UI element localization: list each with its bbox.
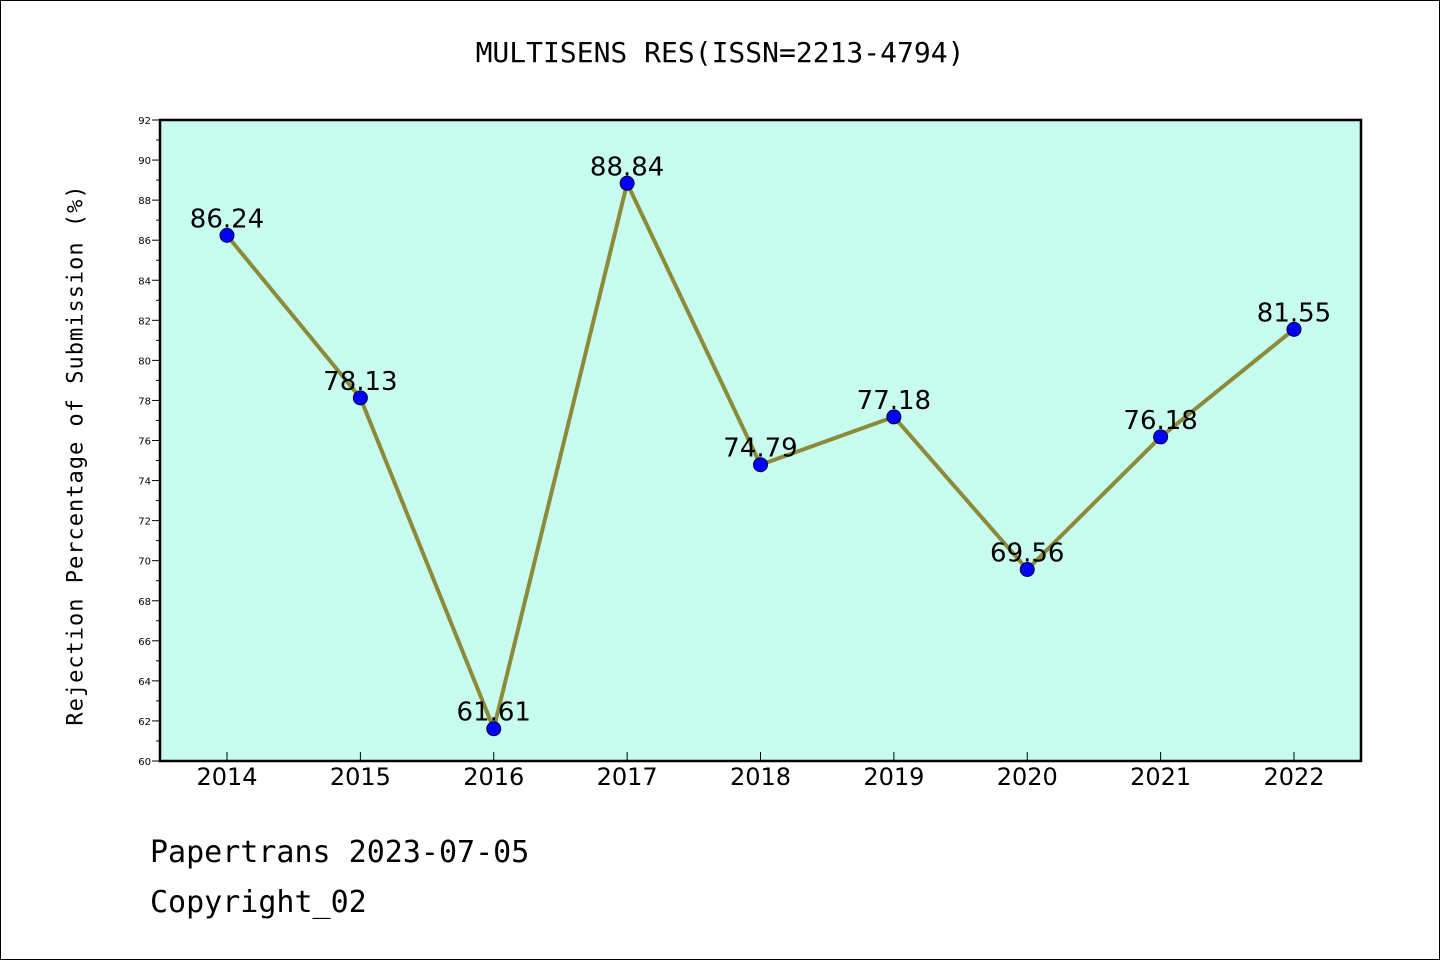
data-label: 61.61 (457, 698, 531, 728)
data-point (619, 175, 635, 191)
x-tick-label: 2017 (597, 763, 658, 791)
y-tick-label: 66 (138, 637, 151, 648)
data-label: 81.55 (1257, 298, 1331, 328)
x-tick-label: 2022 (1263, 763, 1324, 791)
x-axis: 2014 2015 2016 2017 2018 2019 2020 2021 2022 (196, 752, 1325, 791)
y-tick-label: 84 (138, 276, 151, 287)
y-tick-label: 62 (138, 717, 151, 728)
y-tick-label: 76 (138, 437, 151, 448)
x-tick-label: 2018 (730, 763, 791, 791)
y-axis: 60 62 64 66 68 70 72 74 76 78 80 82 84 86 88 90 92 (138, 116, 160, 768)
data-point (352, 390, 368, 406)
chart-title: MULTISENS RES(ISSN=2213-4794) (475, 36, 965, 69)
y-tick-label: 88 (138, 196, 151, 207)
x-tick-label: 2019 (863, 763, 924, 791)
y-tick-label: 64 (138, 677, 151, 688)
data-label: 88.84 (590, 152, 664, 182)
y-tick-label: 70 (138, 557, 151, 568)
x-tick-label: 2016 (463, 763, 524, 791)
data-point (753, 457, 768, 473)
y-tick-label: 80 (138, 356, 151, 367)
y-tick-label: 72 (138, 517, 151, 528)
data-labels: 86.24 78.13 61.61 88.84 74.79 77.18 69.56 76.18… (190, 152, 1331, 727)
data-label: 86.24 (190, 204, 264, 234)
y-tick-label: 82 (138, 316, 151, 327)
plot-border (158, 118, 1363, 763)
footer-copyright: Copyright_02 (150, 885, 367, 920)
y-tick-label: 86 (138, 236, 151, 247)
data-point (1286, 321, 1302, 337)
x-tick-label: 2021 (1130, 763, 1191, 791)
data-label: 77.18 (857, 386, 931, 416)
x-tick-label: 2015 (330, 763, 391, 791)
data-label: 76.18 (1123, 406, 1197, 436)
data-point (1019, 562, 1035, 578)
series-markers (219, 175, 1302, 737)
footer-source: Papertrans 2023-07-05 (150, 835, 530, 870)
y-tick-label: 60 (138, 757, 151, 768)
x-tick-label: 2014 (196, 763, 257, 791)
y-tick-label: 90 (138, 156, 151, 167)
data-point (486, 721, 502, 737)
y-tick-label: 74 (138, 477, 151, 488)
x-tick-label: 2020 (997, 763, 1058, 791)
data-point (219, 227, 235, 243)
y-tick-label: 68 (138, 597, 151, 608)
y-tick-label: 92 (138, 116, 151, 127)
data-point (886, 409, 902, 425)
y-tick-label: 78 (138, 396, 151, 407)
data-point (1153, 429, 1169, 445)
data-label: 74.79 (723, 434, 797, 464)
data-label: 69.56 (990, 539, 1064, 569)
data-label: 78.13 (323, 367, 397, 397)
